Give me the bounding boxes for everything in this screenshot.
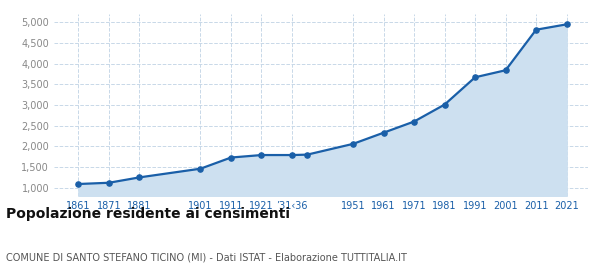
Point: [470, 75, 480, 80]
Point: [409, 119, 419, 124]
Text: Popolazione residente ai censimenti: Popolazione residente ai censimenti: [6, 207, 290, 221]
Point: [532, 27, 541, 32]
Point: [562, 22, 571, 27]
Point: [348, 142, 358, 146]
Point: [287, 153, 297, 157]
Point: [501, 68, 511, 73]
Text: COMUNE DI SANTO STEFANO TICINO (MI) - Dati ISTAT - Elaborazione TUTTITALIA.IT: COMUNE DI SANTO STEFANO TICINO (MI) - Da…: [6, 252, 407, 262]
Point: [134, 175, 144, 180]
Point: [226, 155, 236, 160]
Point: [74, 182, 83, 186]
Point: [302, 152, 312, 157]
Point: [379, 130, 388, 135]
Point: [196, 166, 205, 171]
Point: [104, 181, 114, 185]
Point: [440, 102, 449, 107]
Point: [257, 153, 266, 157]
